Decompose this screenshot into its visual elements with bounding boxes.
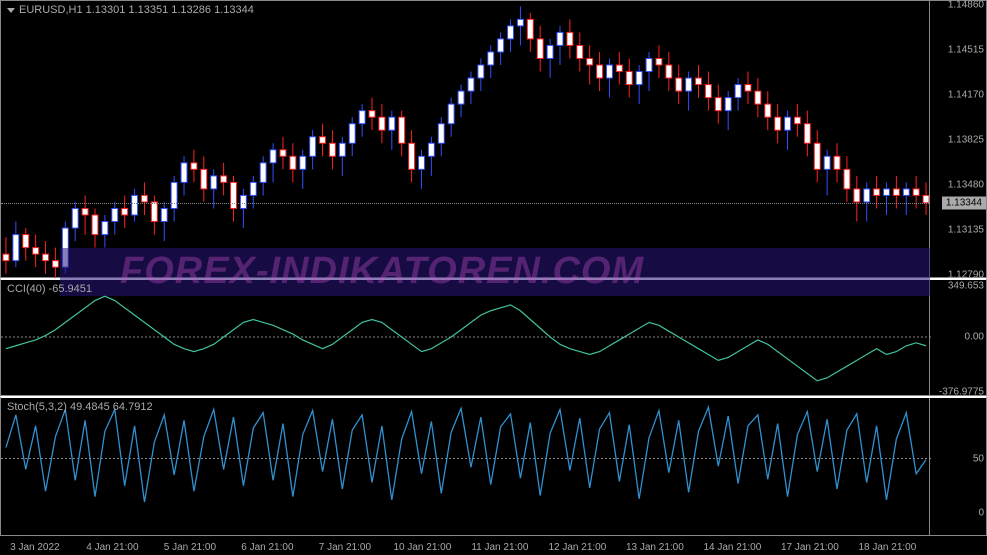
x-tick-label: 5 Jan 21:00 — [164, 542, 216, 553]
x-tick-label: 10 Jan 21:00 — [393, 542, 451, 553]
x-tick-label: 17 Jan 21:00 — [781, 542, 839, 553]
stoch-title: Stoch(5,3,2) 49.4845 64.7912 — [7, 401, 153, 413]
watermark-bg — [60, 248, 930, 296]
dropdown-icon[interactable] — [7, 8, 15, 13]
x-tick-label: 4 Jan 21:00 — [86, 542, 138, 553]
main-price-panel[interactable]: EURUSD,H1 1.13301 1.13351 1.13286 1.1334… — [0, 0, 987, 278]
x-tick-label: 6 Jan 21:00 — [241, 542, 293, 553]
symbol-ohlc-text: EURUSD,H1 1.13301 1.13351 1.13286 1.1334… — [19, 4, 254, 16]
x-tick-label: 11 Jan 21:00 — [471, 542, 528, 553]
stoch-svg — [1, 398, 931, 519]
x-tick-label: 12 Jan 21:00 — [548, 542, 606, 553]
stoch-chart-area[interactable] — [1, 398, 929, 535]
cci-title: CCI(40) -65.9451 — [7, 283, 92, 295]
x-tick-label: 14 Jan 21:00 — [703, 542, 761, 553]
cci-y-axis: 349.6530.00-376.9775 — [929, 280, 986, 395]
cci-svg — [1, 280, 931, 398]
symbol-title: EURUSD,H1 1.13301 1.13351 1.13286 1.1334… — [7, 4, 254, 16]
x-tick-label: 13 Jan 21:00 — [626, 542, 684, 553]
candlestick-svg — [1, 1, 931, 279]
stoch-y-axis: 500 — [929, 398, 986, 535]
x-tick-label: 18 Jan 21:00 — [858, 542, 916, 553]
main-chart-area[interactable] — [1, 1, 929, 277]
cci-chart-area[interactable] — [1, 280, 929, 395]
time-x-axis: 3 Jan 2022 4 Jan 21:00 5 Jan 21:00 6 Jan 21… — [0, 536, 987, 555]
current-price-badge: 1.13344 — [942, 196, 986, 209]
current-price-line — [1, 203, 929, 204]
stoch-indicator-panel[interactable]: Stoch(5,3,2) 49.4845 64.7912 500 — [0, 396, 987, 536]
x-tick-label: 7 Jan 21:00 — [319, 542, 371, 553]
trading-chart-window: EURUSD,H1 1.13301 1.13351 1.13286 1.1334… — [0, 0, 987, 555]
x-tick-label: 3 Jan 2022 — [10, 542, 60, 553]
price-y-axis: 1.148601.145151.141701.138251.134801.131… — [929, 1, 986, 277]
